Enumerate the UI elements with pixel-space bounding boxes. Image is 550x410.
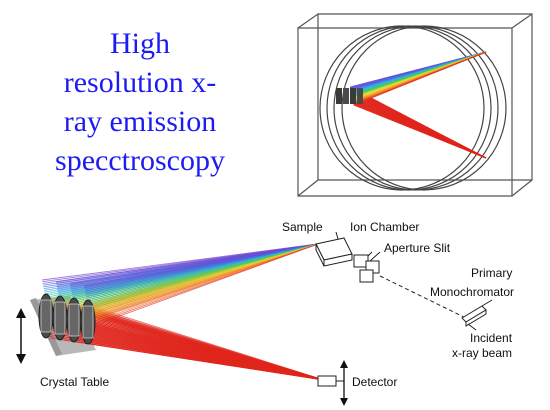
- analyzer-crystal-face: [54, 301, 66, 335]
- red-ray-fan: [41, 297, 325, 381]
- analyzer-crystals: [38, 293, 96, 345]
- ray-line: [353, 104, 487, 159]
- ray-line: [353, 51, 487, 106]
- rowland-circle: [319, 25, 507, 191]
- rowland-circle-inset: [297, 13, 533, 197]
- label-sample: Sample: [282, 220, 323, 234]
- label-incident: Incident: [470, 331, 513, 345]
- label-ion-chamber: Ion Chamber: [350, 220, 419, 234]
- label-detector: Detector: [352, 375, 397, 389]
- inset-spectrum-fan: [350, 51, 487, 106]
- detector-body: [317, 375, 337, 387]
- aperture-slit: [353, 251, 380, 283]
- inset-box-frame: [297, 13, 533, 197]
- label-leaders: [335, 231, 381, 262]
- inset-crystal: [350, 88, 356, 104]
- label-monochromator: Monochromator: [430, 285, 514, 299]
- ray-line: [91, 243, 319, 327]
- table-height-arrow: [16, 308, 26, 364]
- title-line: ray emission: [63, 105, 217, 138]
- incident-beam-path: [379, 275, 471, 321]
- title-line: specctroscopy: [55, 144, 225, 177]
- inset-red-fan: [349, 86, 487, 159]
- ray-line: [91, 343, 325, 381]
- label-aperture-slit: Aperture Slit: [384, 241, 451, 255]
- ion-chamber: [315, 237, 353, 267]
- page-title: High resolution x- ray emission specctro…: [20, 24, 260, 180]
- label-primary: Primary: [471, 266, 512, 280]
- label-crystal-table: Crystal Table: [40, 375, 109, 389]
- detector: [317, 360, 348, 406]
- inset-crystals: [336, 88, 363, 104]
- primary-monochromator: [461, 299, 493, 331]
- title-line: High: [110, 27, 170, 60]
- spectrum-ray-fan: [41, 243, 319, 327]
- analyzer-crystal-face: [40, 299, 52, 333]
- inset-crystal: [336, 88, 342, 104]
- analyzer-crystal-face: [82, 305, 94, 339]
- label-xray-beam: x-ray beam: [452, 346, 512, 360]
- title-line: resolution x-: [63, 66, 217, 99]
- inset-crystal: [343, 88, 349, 104]
- analyzer-crystal-face: [68, 303, 80, 337]
- inset-crystal: [357, 88, 363, 104]
